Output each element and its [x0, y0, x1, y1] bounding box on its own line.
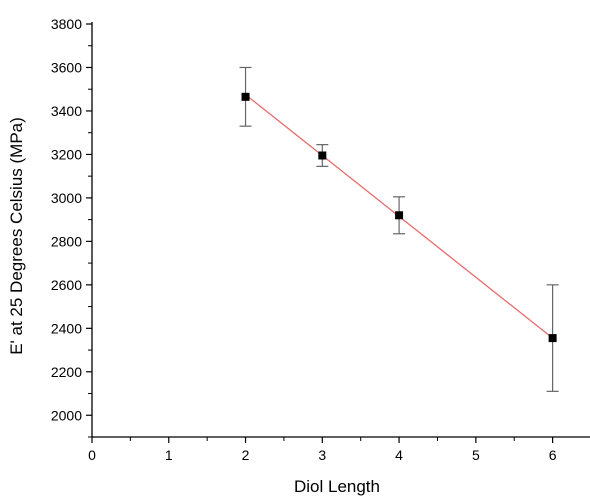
- y-tick-label: 3400: [51, 103, 82, 119]
- data-point: [395, 211, 404, 220]
- data-point: [548, 334, 557, 343]
- axes: [91, 22, 590, 438]
- ticks: 0 1 2 3 4 5 6 2000 2200 2400 2600 2800 3000 3200 3400 3…: [51, 16, 557, 463]
- y-tick-label: 2400: [51, 320, 82, 336]
- x-tick-label: 4: [395, 447, 403, 463]
- y-axis-label: E' at 25 Degrees Celsius (MPa): [7, 117, 26, 355]
- y-tick-label: 3200: [51, 146, 82, 162]
- y-tick-label: 3800: [51, 16, 82, 32]
- y-tick-label: 2800: [51, 233, 82, 249]
- x-axis-label: Diol Length: [294, 477, 380, 496]
- x-tick-label: 1: [165, 447, 173, 463]
- error-bars: [239, 66, 559, 392]
- y-tick-label: 3000: [51, 190, 82, 206]
- y-tick-label: 3600: [51, 59, 82, 75]
- x-tick-label: 5: [472, 447, 480, 463]
- x-tick-label: 2: [242, 447, 250, 463]
- x-tick-label: 6: [549, 447, 557, 463]
- x-tick-label: 3: [318, 447, 326, 463]
- y-tick-label: 2200: [51, 364, 82, 380]
- data-point: [318, 151, 327, 160]
- y-tick-label: 2600: [51, 277, 82, 293]
- y-tick-label: 2000: [51, 407, 82, 423]
- data-points: [241, 92, 557, 343]
- data-point: [241, 92, 250, 101]
- x-tick-label: 0: [88, 447, 96, 463]
